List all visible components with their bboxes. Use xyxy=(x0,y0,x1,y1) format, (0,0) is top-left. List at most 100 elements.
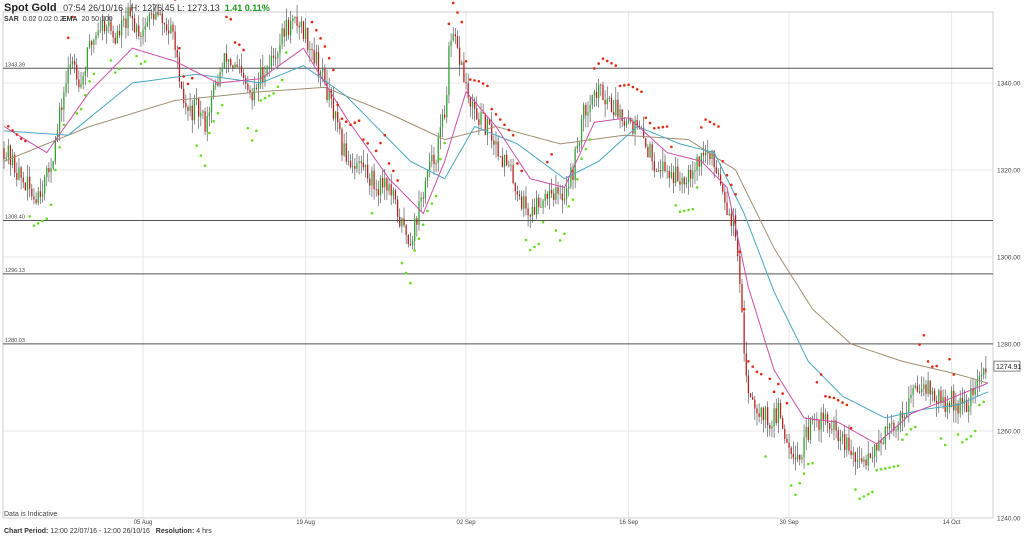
candle-body xyxy=(722,184,724,192)
sar-dot-down xyxy=(15,133,19,136)
sar-dot-down xyxy=(387,162,391,165)
sar-dot-down xyxy=(738,250,742,254)
candle-body xyxy=(767,407,769,426)
candle-body xyxy=(180,81,183,89)
candle-body xyxy=(752,397,754,400)
candle-body xyxy=(155,12,157,20)
last-price-marker: 1274.91 xyxy=(993,360,1021,372)
candle-body xyxy=(478,119,480,125)
candle-body xyxy=(974,387,976,395)
candle-body xyxy=(227,59,230,63)
sar-dot-up xyxy=(982,400,986,404)
sar-dot-down xyxy=(781,392,784,395)
candle-body xyxy=(63,92,65,110)
sar-dot-up xyxy=(884,467,887,470)
candle-body xyxy=(302,21,305,39)
sar-dot-up xyxy=(212,119,215,123)
sar-dot-up xyxy=(49,203,53,207)
candle-body xyxy=(726,202,728,216)
sar-dot-up xyxy=(554,229,558,232)
candle-body xyxy=(719,174,722,185)
sar-dot-up xyxy=(567,204,571,208)
candle-body xyxy=(39,191,42,197)
candle-body xyxy=(968,406,970,413)
candle-body xyxy=(632,121,634,134)
sar-params: 0.02 0.02 0.2 xyxy=(22,16,64,23)
candle-body xyxy=(144,26,146,30)
candle-body xyxy=(685,182,688,185)
candle-body xyxy=(901,412,904,419)
sar-dot-up xyxy=(199,154,203,157)
sar-dot-up xyxy=(143,60,147,63)
candle-body xyxy=(550,190,553,194)
candle-body xyxy=(84,71,86,76)
candle-body xyxy=(848,437,850,451)
sar-dot-down xyxy=(344,120,348,124)
candle-body xyxy=(446,95,448,118)
candle-body xyxy=(533,206,536,215)
candle-body xyxy=(970,388,972,407)
candle-body xyxy=(647,146,649,158)
candle-body xyxy=(978,376,981,380)
sar-dot-down xyxy=(661,125,665,129)
sar-dot-up xyxy=(280,78,284,82)
candle-body xyxy=(146,22,148,27)
x-tick-label-4: 30 Sep xyxy=(780,520,800,526)
candle-body xyxy=(386,178,388,191)
sar-dot-down xyxy=(550,153,553,156)
candle-body xyxy=(29,176,31,189)
candle-body xyxy=(980,374,983,377)
candle-body xyxy=(824,414,827,420)
sar-dot-up xyxy=(558,239,562,242)
candle-body xyxy=(809,418,812,440)
candle-body xyxy=(923,384,925,390)
sar-dot-up xyxy=(858,497,861,501)
candle-body xyxy=(362,162,365,168)
sar-dot-down xyxy=(238,43,241,47)
candle-body xyxy=(183,88,185,103)
candle-body xyxy=(275,57,277,59)
ema-params: 20 50 100 xyxy=(81,16,113,23)
candle-body xyxy=(876,444,878,451)
candle-body xyxy=(345,143,347,162)
candle-body xyxy=(328,89,330,100)
candle-body xyxy=(210,96,213,113)
sar-dot-down xyxy=(460,20,464,24)
sar-dot-down xyxy=(824,394,827,398)
sar-dot-down xyxy=(610,61,613,65)
candle-body xyxy=(595,91,598,98)
candle-body xyxy=(255,87,258,89)
sar-dot-up xyxy=(32,224,36,227)
candle-body xyxy=(557,187,559,194)
sar-dot-down xyxy=(828,395,832,399)
resolution-label: Resolution: xyxy=(155,528,195,535)
candle-body xyxy=(600,84,602,86)
candle-body xyxy=(833,420,835,430)
candle-body xyxy=(334,111,337,119)
candle-body xyxy=(185,102,187,108)
candle-body xyxy=(3,148,5,160)
candle-body xyxy=(499,156,501,157)
candle-body xyxy=(850,450,852,456)
sar-dot-up xyxy=(250,139,254,142)
sar-dot-up xyxy=(285,51,288,54)
sar-dot-up xyxy=(400,261,404,265)
sar-dot-down xyxy=(742,307,746,311)
candle-body xyxy=(93,39,95,45)
plot-frame xyxy=(2,11,994,519)
candle-body xyxy=(86,47,89,72)
candle-body xyxy=(908,397,910,413)
sar-dot-down xyxy=(464,59,468,63)
sar-dot-down xyxy=(785,401,789,405)
sar-dot-down xyxy=(712,122,716,126)
candle-body xyxy=(591,95,593,105)
sar-dot-up xyxy=(62,123,66,127)
candle-body xyxy=(854,452,857,463)
candle-body xyxy=(758,413,760,417)
candle-body xyxy=(114,37,116,44)
candle-body xyxy=(623,121,625,126)
header-timestamp: 07:54 26/10/16 xyxy=(63,3,124,13)
candle-body xyxy=(771,426,773,429)
candle-body xyxy=(743,312,745,354)
